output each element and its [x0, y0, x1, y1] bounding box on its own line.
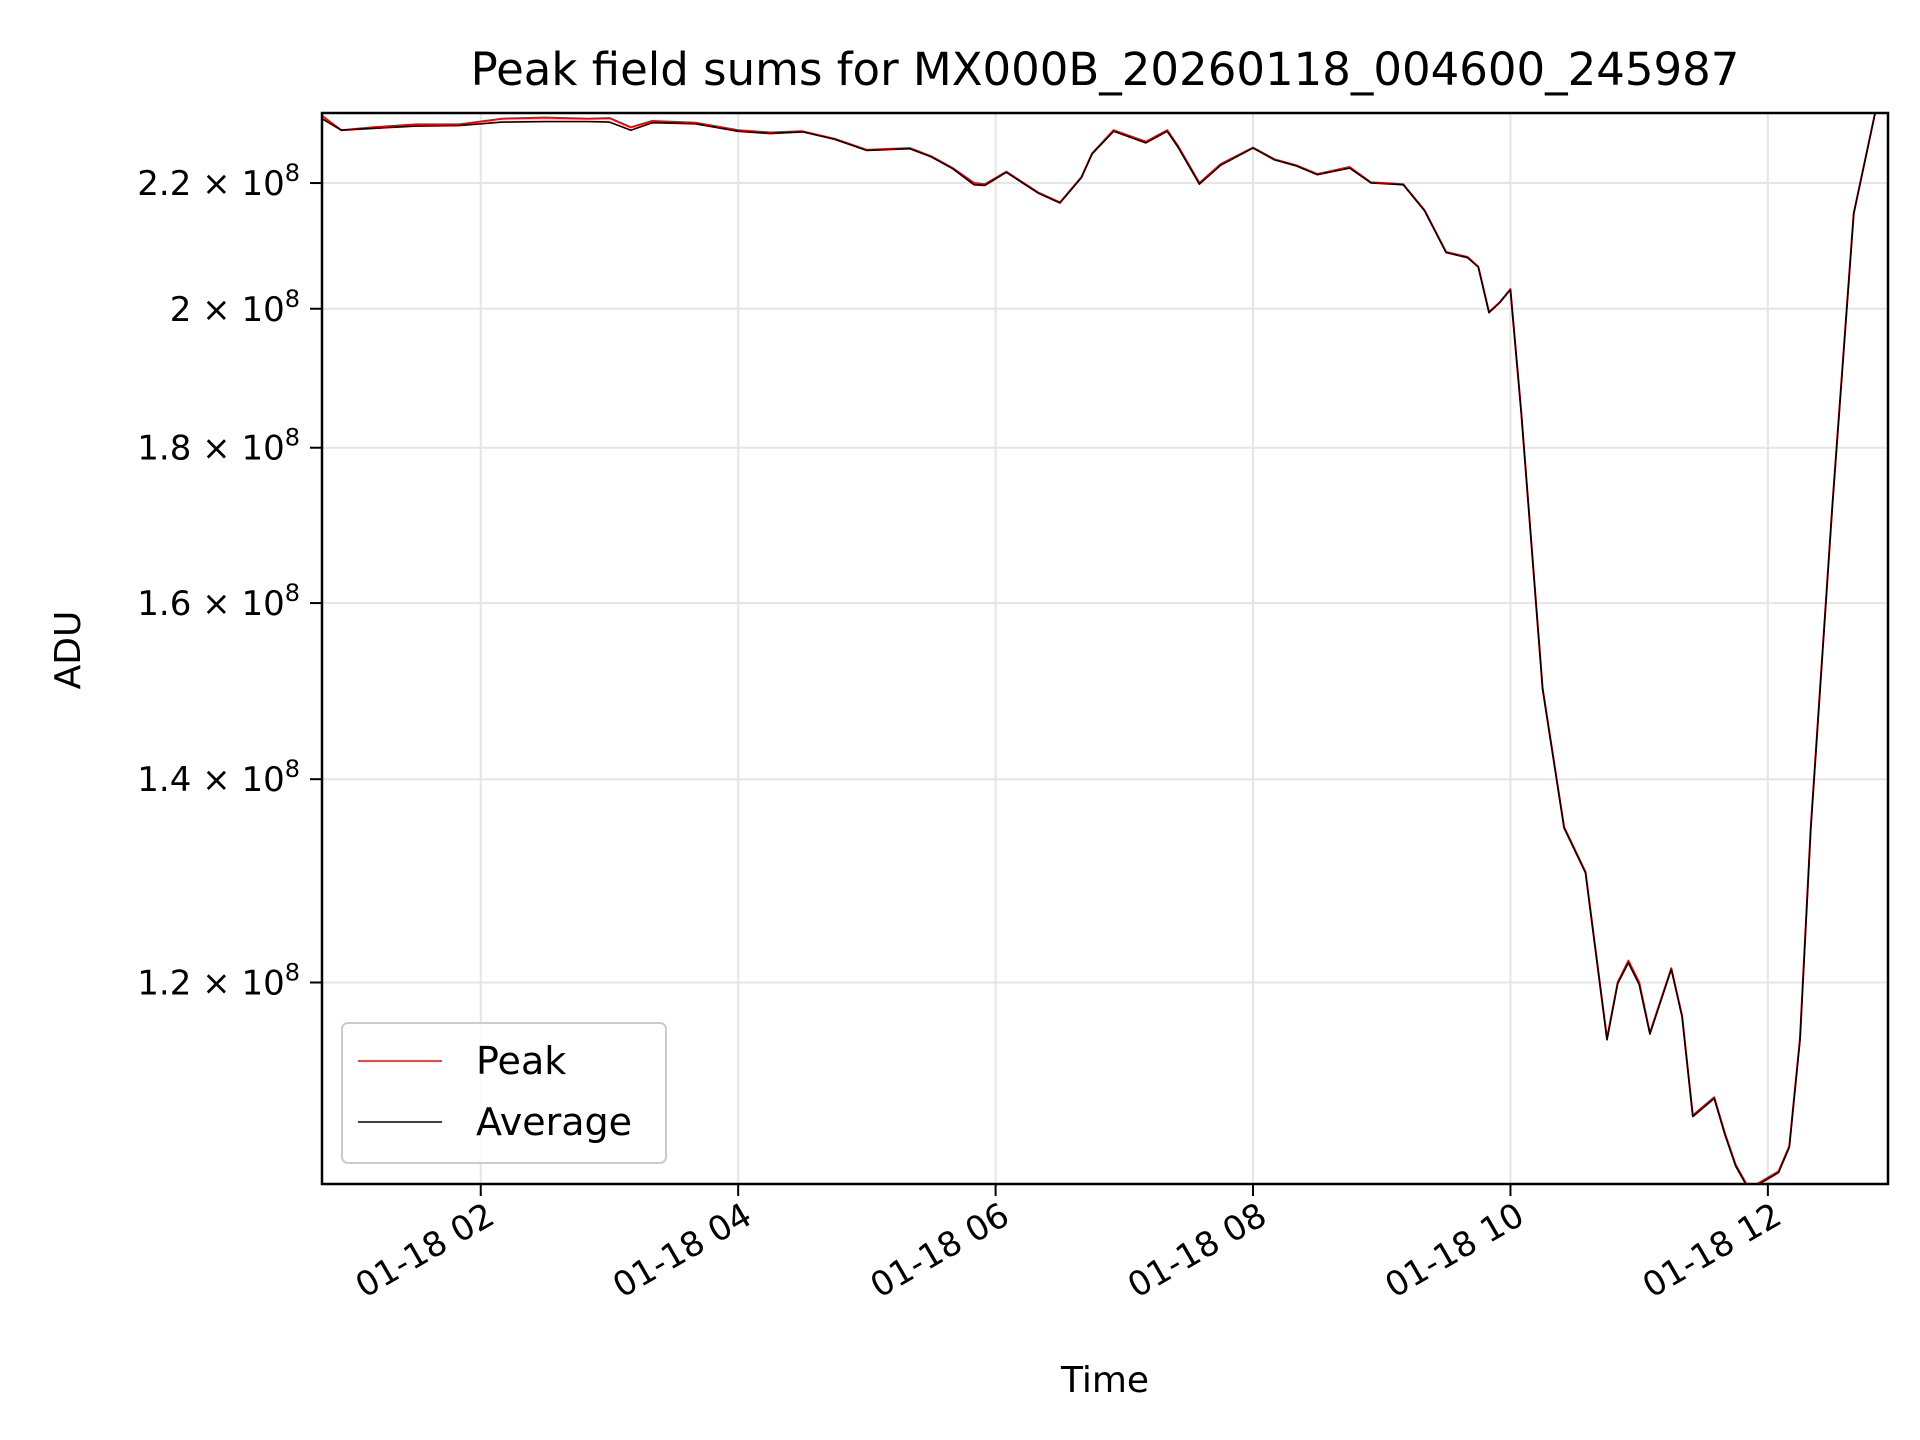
x-tick-label: 01-18 04: [606, 1195, 758, 1306]
x-tick-label: 01-18 08: [1121, 1195, 1273, 1306]
legend-label-peak: Peak: [476, 1039, 566, 1083]
chart-title: Peak field sums for MX000B_20260118_0046…: [471, 43, 1740, 96]
series-line-average: [322, 113, 1888, 1184]
legend-label-average: Average: [476, 1100, 632, 1144]
x-tick-label: 01-18 12: [1636, 1195, 1788, 1306]
legend-box: [341, 1022, 667, 1164]
y-tick-label: 1.6 × 108: [137, 579, 300, 624]
legend: Peak Average: [341, 1022, 667, 1164]
y-axis-ticks: 1.2 × 108 1.4 × 108 1.6 × 108 1.8 × 108 2 × …: [137, 159, 322, 1004]
series-layer: [322, 113, 1888, 1184]
y-tick-label: 1.4 × 108: [137, 755, 300, 800]
y-tick-label: 1.2 × 108: [137, 959, 300, 1004]
y-tick-label: 2.2 × 108: [137, 159, 300, 204]
grid-lines: [322, 113, 1888, 1184]
x-axis-ticks: 01-18 02 01-18 04 01-18 06 01-18 08 01-18 10…: [349, 1184, 1788, 1306]
y-axis-title: ADU: [48, 611, 89, 690]
plot-frame: [320, 111, 1890, 1186]
y-tick-label: 2 × 108: [170, 285, 300, 330]
x-tick-label: 01-18 02: [349, 1195, 501, 1306]
x-axis-title: Time: [1060, 1360, 1149, 1401]
x-tick-label: 01-18 10: [1379, 1195, 1531, 1306]
y-tick-label: 1.8 × 108: [137, 424, 300, 469]
x-tick-label: 01-18 06: [864, 1195, 1016, 1306]
